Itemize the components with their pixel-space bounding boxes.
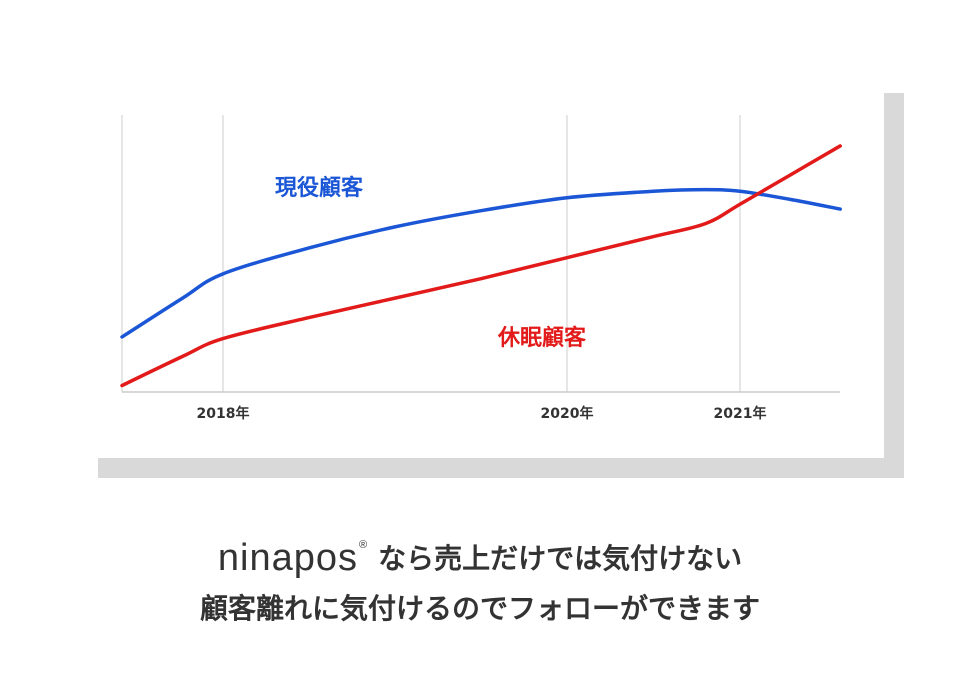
brand-name: ninapos (217, 537, 358, 579)
caption-line-2: 顧客離れに気付けるのでフォローができます (199, 592, 760, 625)
caption-line-1-text: なら売上だけでは気付けない (378, 542, 743, 575)
series-line-1 (120, 144, 842, 388)
gridlines (121, 115, 741, 392)
caption: ninapos® なら売上だけでは気付けない 顧客離れに気付けるのでフォローができ… (0, 520, 960, 634)
brand-logo: ninapos® (218, 537, 368, 579)
registered-mark: ® (359, 539, 369, 551)
series-lines (120, 144, 842, 388)
caption-line-1: ninapos® なら売上だけでは気付けない (0, 520, 960, 584)
x-tick-label-2: 2021年 (714, 405, 767, 422)
x-tick-label-1: 2020年 (541, 405, 594, 422)
series-label-0: 現役顧客 (275, 175, 364, 201)
chart-card: 2018年 2020年 2021年 現役顧客休眠顧客 (78, 73, 884, 458)
x-tick-label-0: 2018年 (197, 405, 250, 422)
series-line-0 (120, 187, 842, 339)
series-label-1: 休眠顧客 (497, 325, 587, 351)
x-tick-labels: 2018年 2020年 2021年 (197, 405, 767, 422)
